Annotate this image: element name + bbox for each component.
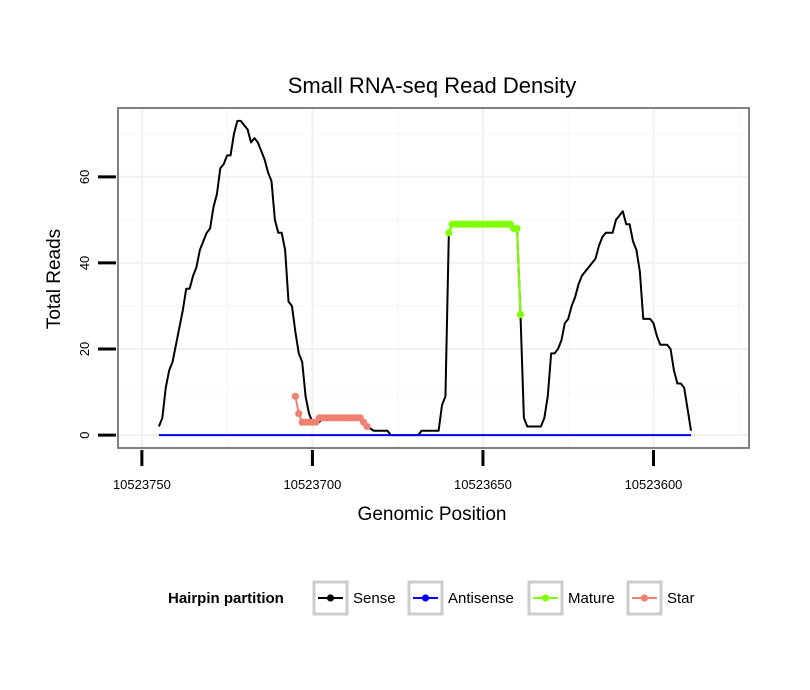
y-tick-label: 40	[77, 256, 92, 270]
y-tick-label: 20	[77, 342, 92, 356]
legend-label-antisense: Antisense	[448, 590, 514, 607]
plot-border	[117, 107, 750, 449]
x-tick-label: 10523600	[625, 477, 683, 492]
mature-point	[513, 224, 521, 233]
legend-key-point	[541, 594, 550, 602]
mature-point	[516, 310, 525, 319]
legend: Hairpin partition Sense Antisense Mature St…	[168, 580, 695, 616]
y-axis-title: Total Reads	[44, 229, 65, 329]
legend-label-sense: Sense	[353, 590, 396, 607]
legend-label-star: Star	[667, 590, 695, 607]
star-point	[363, 422, 371, 431]
legend-key-point	[326, 594, 335, 602]
chart-title: Small RNA-seq Read Density	[288, 73, 577, 98]
legend-label-mature: Mature	[568, 590, 615, 607]
y-tick-label: 0	[77, 431, 92, 438]
legend-title: Hairpin partition	[168, 590, 284, 607]
x-tick-label: 10523650	[454, 477, 512, 492]
x-tick-label: 10523750	[113, 477, 171, 492]
plot-area: 0 20 40 60 10523750 10523700 10523650 10523600	[77, 107, 750, 492]
legend-key-point	[421, 594, 430, 602]
y-tick-label: 60	[77, 170, 92, 184]
star-point	[295, 409, 303, 418]
mature-point	[445, 229, 453, 237]
legend-key-point	[640, 594, 649, 602]
star-point	[291, 392, 299, 400]
x-axis-title: Genomic Position	[358, 504, 507, 525]
x-tick-label: 10523700	[283, 477, 341, 492]
